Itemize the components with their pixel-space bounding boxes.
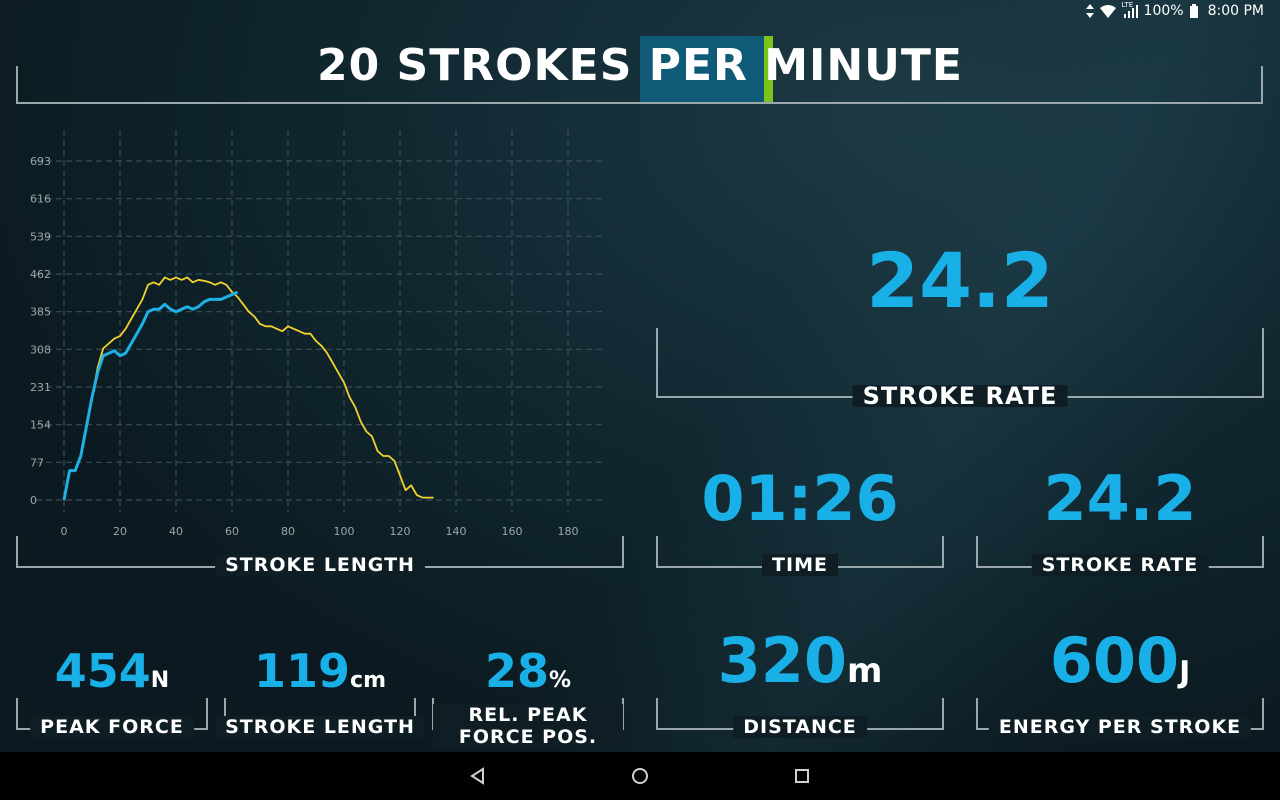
page-title: 20 STROKES PER MINUTE [317, 40, 963, 91]
stroke-rate-big-value: 24.2 [866, 236, 1054, 325]
peak-force-unit: N [150, 668, 170, 693]
title-frame [16, 66, 1263, 104]
back-triangle-icon[interactable] [468, 766, 488, 786]
x-tick-label: 100 [334, 525, 355, 538]
title-highlight [640, 36, 766, 102]
rel-peak-force-label: REL. PEAK FORCE POS. [433, 704, 623, 748]
clock: 8:00 PM [1207, 3, 1264, 19]
x-tick-label: 120 [390, 525, 411, 538]
stroke-length-value: 119 [254, 644, 351, 698]
energy-value: 600 [1049, 624, 1180, 697]
status-bar: LTE 100% 8:00 PM [0, 0, 1280, 24]
x-tick-label: 40 [169, 525, 183, 538]
stroke-length-label: STROKE LENGTH [215, 716, 425, 738]
y-tick-label: 385 [30, 306, 51, 319]
x-tick-label: 60 [225, 525, 239, 538]
navigation-bar [0, 752, 1280, 800]
chart-y-ticks: 0 77 154 231 308 385 462 539 616 693 [30, 155, 51, 507]
y-tick-label: 539 [30, 230, 51, 243]
y-tick-label: 0 [30, 494, 37, 507]
battery-icon [1189, 4, 1198, 18]
rel-peak-force-value-group: 28% [485, 644, 571, 698]
peak-force-label: PEAK FORCE [30, 716, 194, 738]
x-tick-label: 80 [281, 525, 295, 538]
chart-grid [36, 130, 604, 512]
distance-label: DISTANCE [733, 716, 867, 738]
time-label: TIME [762, 554, 838, 576]
distance-unit: m [846, 651, 883, 691]
wifi-icon [1099, 4, 1116, 18]
network-type-label: LTE [1121, 1, 1134, 9]
rel-peak-force-value: 28 [484, 644, 549, 698]
y-tick-label: 154 [30, 419, 51, 432]
battery-percent: 100% [1143, 3, 1184, 19]
x-tick-label: 160 [502, 525, 523, 538]
y-tick-label: 77 [30, 456, 44, 469]
home-circle-icon[interactable] [630, 766, 650, 786]
status-indicators: LTE 100% 8:00 PM [1085, 1, 1264, 19]
recents-square-icon[interactable] [792, 766, 812, 786]
stroke-rate-big-label: STROKE RATE [852, 384, 1068, 408]
peak-force-value-group: 454N [55, 644, 169, 698]
x-tick-label: 20 [113, 525, 127, 538]
stroke-rate-value: 24.2 [1043, 462, 1197, 535]
distance-value-group: 320m [718, 624, 883, 697]
y-tick-label: 231 [30, 381, 51, 394]
chart-x-ticks: 0 20 40 60 80 100 120 140 160 180 [61, 525, 579, 538]
x-tick-label: 140 [446, 525, 467, 538]
signal-icon: LTE [1121, 1, 1138, 18]
stroke-length-value-group: 119cm [254, 644, 386, 698]
x-tick-label: 0 [61, 525, 68, 538]
background [0, 0, 1280, 752]
chart-series [62, 276, 434, 501]
stroke-length-unit: cm [350, 668, 386, 693]
energy-value-group: 600J [1050, 624, 1191, 697]
y-tick-label: 308 [30, 343, 51, 356]
series-line-yellow [63, 276, 434, 501]
x-tick-label: 180 [558, 525, 579, 538]
y-tick-label: 616 [30, 193, 51, 206]
rel-peak-force-unit: % [548, 668, 572, 693]
peak-force-value: 454 [54, 644, 151, 698]
distance-value: 320 [717, 624, 847, 697]
time-value: 01:26 [701, 462, 899, 535]
stroke-rate-label: STROKE RATE [1031, 554, 1209, 576]
data-arrows-icon [1085, 4, 1094, 18]
y-tick-label: 693 [30, 155, 51, 168]
chart-label: STROKE LENGTH [215, 554, 425, 576]
force-curve-chart: 0 77 154 231 308 385 462 539 616 693 0 20 40 60 80 100… [30, 130, 604, 538]
title-progress-marker [764, 36, 773, 102]
energy-label: ENERGY PER STROKE [988, 716, 1252, 738]
energy-unit: J [1179, 655, 1191, 690]
y-tick-label: 462 [30, 268, 51, 281]
series-line-blue [62, 290, 239, 501]
